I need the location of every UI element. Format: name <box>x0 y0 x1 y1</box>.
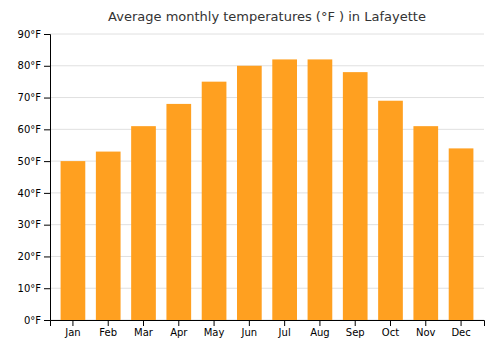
y-axis: 0°F 10°F 20°F 30°F 40°F 50°F 60°F 70°F 80°F 90°F <box>18 29 51 326</box>
x-tick-mark <box>108 320 109 326</box>
x-tick: Nov <box>416 320 436 338</box>
x-tick-mark <box>178 320 179 326</box>
x-tick-label: Mar <box>134 327 154 338</box>
bar <box>166 104 191 320</box>
grid-line <box>50 65 484 66</box>
y-tick-label: 50°F <box>18 156 42 167</box>
y-tick-mark <box>44 98 50 99</box>
x-tick-label: Jul <box>278 327 291 338</box>
x-tick: Apr <box>170 320 188 338</box>
bar <box>272 59 297 320</box>
x-tick-mark <box>319 320 320 326</box>
bar <box>202 82 227 320</box>
y-tick-mark <box>44 161 50 162</box>
y-tick: 60°F <box>18 124 50 135</box>
title: Average monthly temperatures (°F ) in La… <box>108 9 426 24</box>
bar <box>378 101 403 320</box>
y-tick-label: 20°F <box>18 251 42 262</box>
y-tick-mark <box>44 193 50 194</box>
x-tick: Jun <box>241 320 258 338</box>
grid <box>50 34 484 320</box>
x-tick-mark <box>390 320 391 326</box>
bar <box>237 66 262 320</box>
y-tick: 30°F <box>18 219 50 230</box>
y-tick-mark <box>44 320 50 321</box>
bar <box>96 152 121 320</box>
x-tick: May <box>204 320 225 338</box>
x-axis: Jan Feb Mar Apr May Jun Jul Aug Sep Oct Nov Dec <box>51 320 485 338</box>
bar <box>343 72 368 320</box>
bar <box>308 59 333 320</box>
x-tick: Sep <box>346 320 365 338</box>
x-tick-mark <box>355 320 356 326</box>
y-tick-mark <box>44 288 50 289</box>
y-tick-label: 80°F <box>18 60 42 71</box>
x-tick-label: Nov <box>416 327 436 338</box>
x-tick: Oct <box>382 320 399 338</box>
y-tick: 0°F <box>24 315 50 326</box>
y-tick-mark <box>44 34 50 35</box>
x-tick: Aug <box>310 320 330 338</box>
x-tick-mark <box>284 320 285 326</box>
bar <box>449 148 474 320</box>
y-tick-label: 60°F <box>18 124 42 135</box>
y-tick-label: 10°F <box>18 283 42 294</box>
x-tick-label: Jan <box>64 327 80 338</box>
y-tick-mark <box>44 225 50 226</box>
x-tick: Jul <box>278 320 291 338</box>
x-tick-label: Feb <box>99 327 117 338</box>
y-tick: 70°F <box>18 92 50 103</box>
x-tick-mark <box>143 320 144 326</box>
y-tick: 50°F <box>18 156 50 167</box>
bar <box>131 126 156 320</box>
x-tick-label: Apr <box>170 327 188 338</box>
grid-line <box>50 97 484 98</box>
y-tick-label: 0°F <box>24 315 41 326</box>
x-tick: Dec <box>451 320 470 338</box>
y-tick-mark <box>44 129 50 130</box>
x-tick-mark <box>249 320 250 326</box>
x-tick-mark <box>461 320 462 326</box>
chart-svg: Jan Feb Mar Apr May Jun Jul Aug Sep Oct Nov Dec 0°F 1… <box>0 0 500 350</box>
x-tick-mark <box>425 320 426 326</box>
bar <box>413 126 438 320</box>
y-tick-label: 90°F <box>18 29 42 40</box>
x-tick: Jan <box>64 320 80 338</box>
y-tick-label: 30°F <box>18 219 42 230</box>
y-tick: 20°F <box>18 251 50 262</box>
bar <box>61 161 86 320</box>
y-tick-mark <box>44 256 50 257</box>
grid-line <box>50 34 484 35</box>
y-tick-label: 70°F <box>18 92 42 103</box>
bars <box>61 59 474 320</box>
y-tick: 10°F <box>18 283 50 294</box>
x-tick: Mar <box>134 320 154 338</box>
x-tick-label: Dec <box>451 327 470 338</box>
x-tick-label: Oct <box>382 327 399 338</box>
x-tick-mark <box>214 320 215 326</box>
x-tick-label: Aug <box>310 327 330 338</box>
x-tick-label: May <box>204 327 225 338</box>
x-axis-line <box>51 321 485 327</box>
x-tick: Feb <box>99 320 117 338</box>
y-tick-label: 40°F <box>18 188 42 199</box>
y-tick-mark <box>44 66 50 67</box>
x-tick-label: Jun <box>241 327 258 338</box>
y-axis-line <box>44 35 51 321</box>
x-tick-label: Sep <box>346 327 365 338</box>
x-tick-mark <box>72 320 73 326</box>
y-tick: 80°F <box>18 60 50 71</box>
y-tick: 40°F <box>18 188 50 199</box>
chart-container: Jan Feb Mar Apr May Jun Jul Aug Sep Oct Nov Dec 0°F 1… <box>0 0 500 350</box>
y-tick: 90°F <box>18 29 50 40</box>
